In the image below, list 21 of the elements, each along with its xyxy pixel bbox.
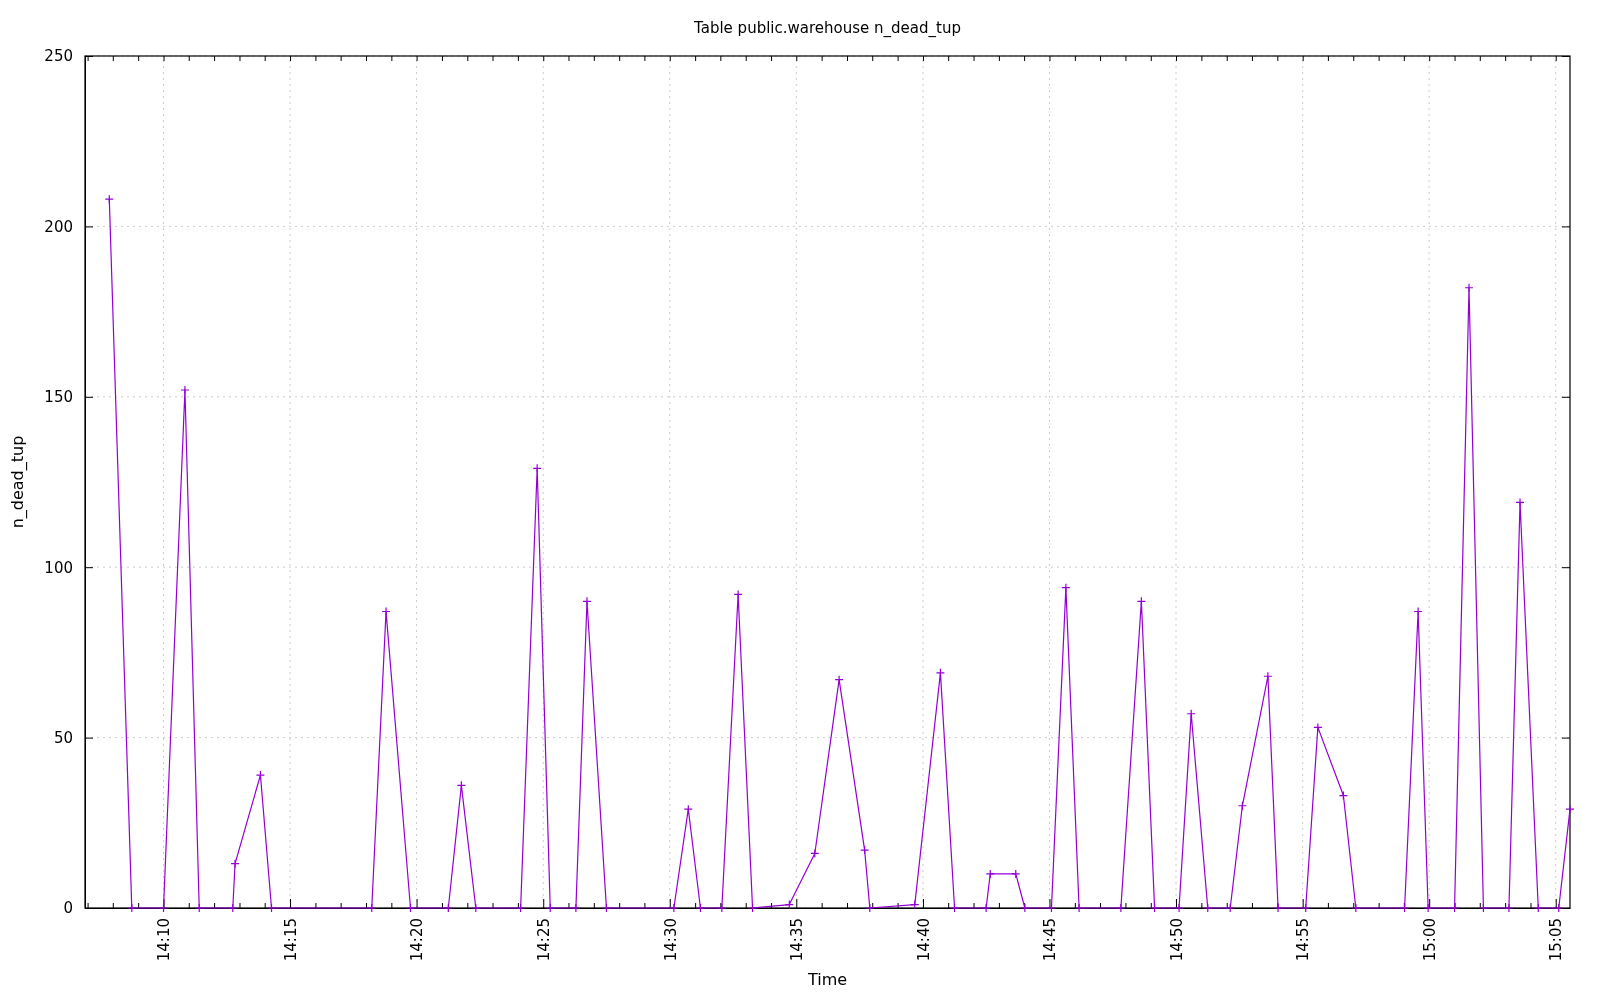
y-tick-label: 150 [44,388,73,407]
y-axis-title: n_dead_tup [8,435,28,529]
x-tick-label: 14:35 [788,918,807,962]
y-tick-label: 200 [44,217,73,236]
x-tick-label: 14:50 [1167,918,1186,962]
y-tick-label: 250 [44,47,73,66]
y-tick-label: 50 [53,728,73,747]
x-tick-label: 15:00 [1420,918,1439,962]
x-tick-label: 14:30 [661,918,680,962]
x-tick-label: 14:40 [914,918,933,962]
x-tick-label: 14:55 [1294,918,1313,962]
x-tick-label: 14:25 [534,918,553,962]
x-tick-label: 14:10 [155,918,174,962]
x-tick-label: 15:05 [1547,918,1566,962]
y-tick-label: 100 [44,558,73,577]
x-tick-label: 14:20 [408,918,427,962]
x-axis-title: Time [806,970,848,989]
x-tick-label: 14:15 [281,918,300,962]
x-tick-label: 14:45 [1041,918,1060,962]
y-tick-label: 0 [63,899,73,918]
chart-title: Table public.warehouse n_dead_tup [693,19,961,38]
